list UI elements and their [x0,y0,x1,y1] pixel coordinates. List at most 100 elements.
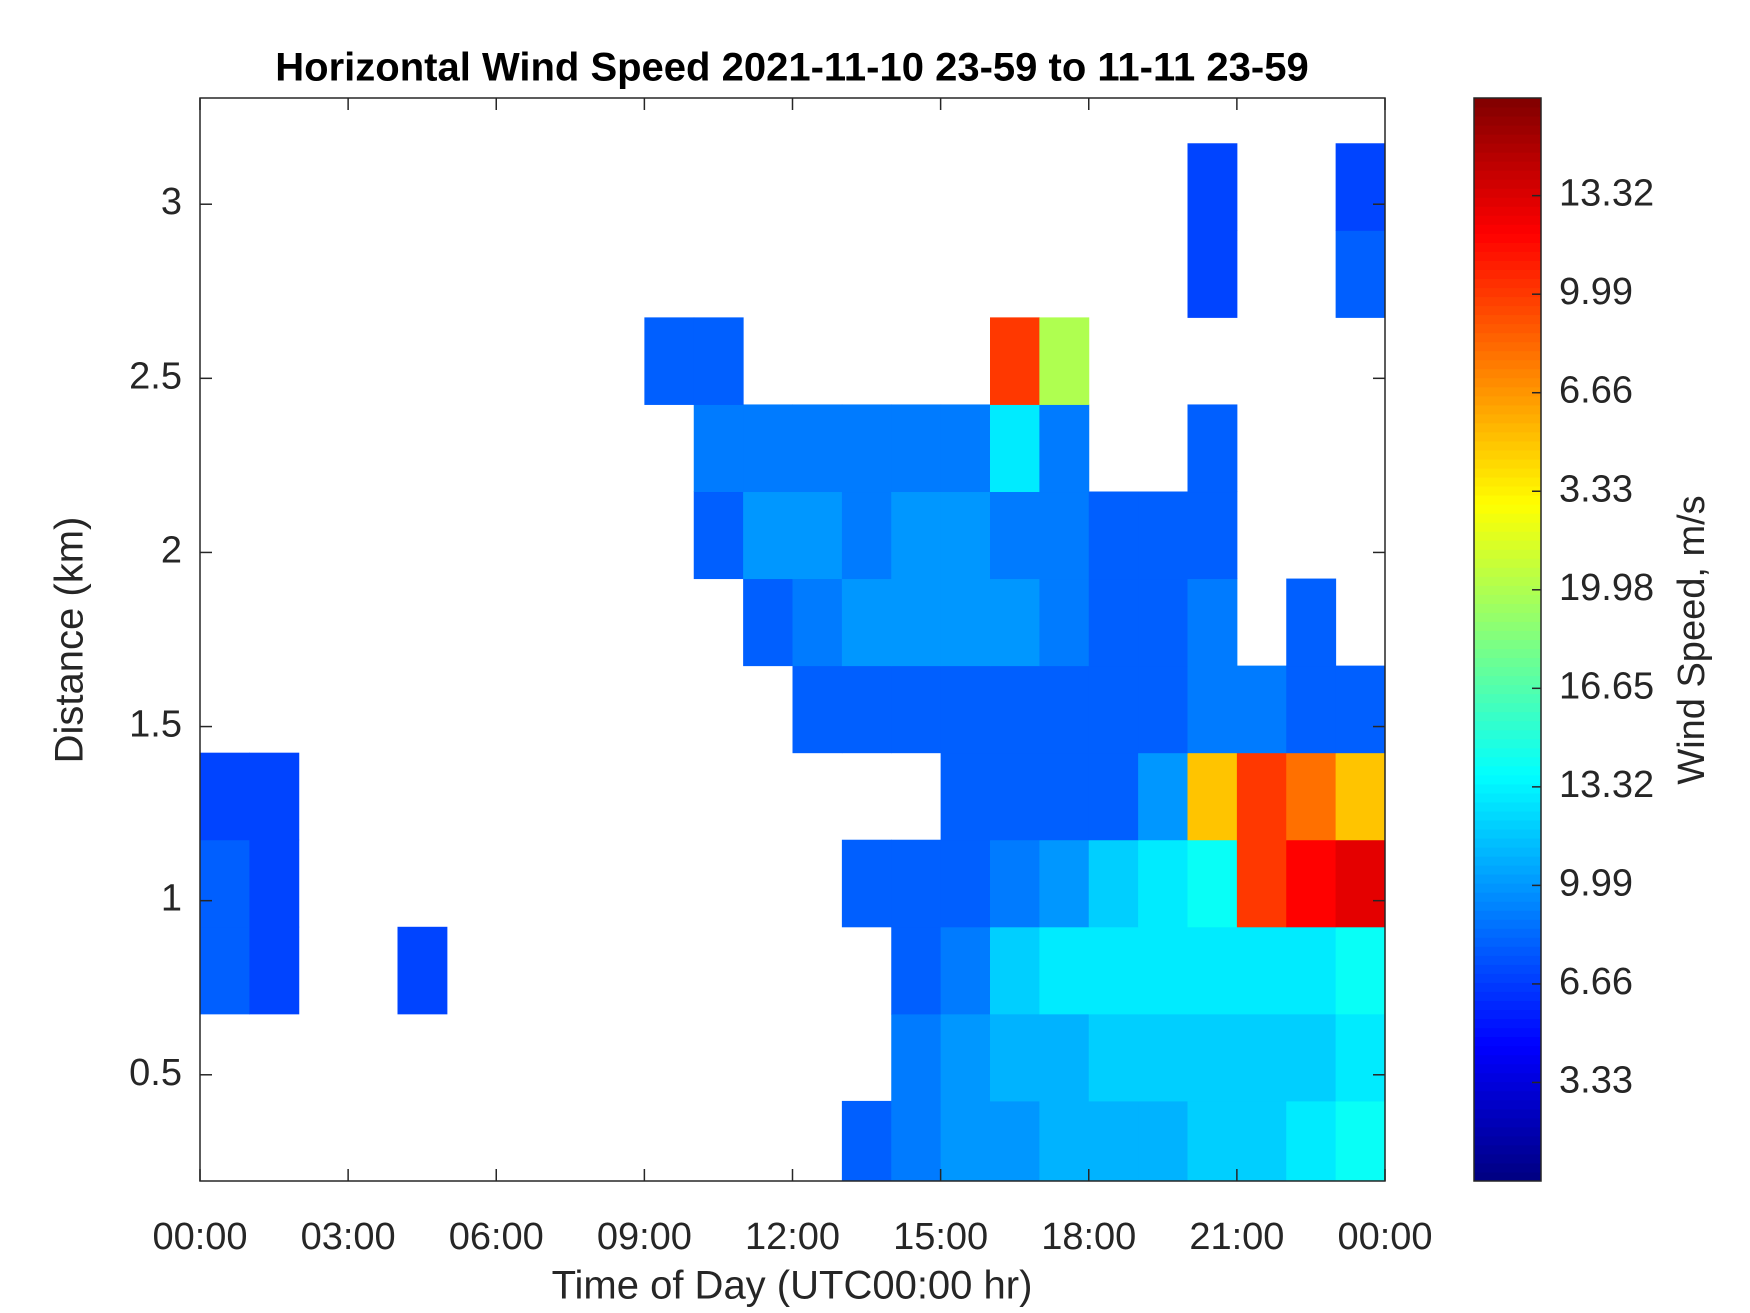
colorbar-segment [1474,98,1541,108]
colorbar-segment [1474,657,1541,668]
y-tick-label: 3 [161,181,182,223]
heat-cell [1088,752,1139,841]
heat-cell [1236,665,1287,754]
heat-cell [990,404,1040,493]
heat-cell [841,404,892,493]
colorbar-segment [1474,639,1541,650]
colorbar-segment [1474,820,1541,830]
heat-cell [1039,926,1090,1015]
heat-cell [1335,665,1386,754]
colorbar-segment [1474,567,1541,577]
heat-cell [1187,143,1238,231]
heat-cell [1039,578,1090,667]
heat-cell [891,491,942,580]
colorbar-segment [1474,792,1541,803]
colorbar-label: Wind Speed, m/s [1671,495,1713,784]
heat-cell [1187,578,1238,667]
colorbar-segment [1474,630,1541,640]
colorbar-segment [1474,1072,1541,1083]
colorbar-segment [1474,594,1541,604]
colorbar-segment [1474,161,1541,171]
heat-cell [841,665,892,754]
colorbar-segment [1474,621,1541,631]
colorbar-segment [1474,711,1541,722]
colorbar-segment [1474,648,1541,659]
colorbar-segment [1474,431,1541,442]
colorbar-segment [1474,955,1541,965]
colorbar-segment [1474,152,1541,162]
colorbar-segment [1474,1117,1541,1128]
heat-cell [1039,317,1090,405]
colorbar-tick-label: 3.33 [1559,468,1633,510]
heat-cell [200,839,250,928]
colorbar-segment [1474,404,1541,415]
colorbar-segment [1474,693,1541,704]
colorbar-segment [1474,440,1541,451]
x-tick-label: 06:00 [449,1216,544,1258]
y-tick-label: 1 [161,878,182,920]
heat-cell [891,926,942,1015]
colorbar-segment [1474,332,1541,343]
colorbar-segment [1474,1099,1541,1110]
heat-cell [1187,665,1238,754]
x-tick-label: 00:00 [152,1216,247,1258]
heat-cell [693,404,744,493]
colorbar-segment [1474,801,1541,812]
colorbar-segment [1474,386,1541,397]
heat-cell [1286,578,1337,667]
heat-cell [990,839,1040,928]
heat-cell [1138,752,1188,841]
colorbar-segment [1474,242,1541,252]
colorbar-segment [1474,1018,1541,1029]
colorbar-segment [1474,233,1541,243]
colorbar-segment [1474,684,1541,695]
colorbar-tick-label: 6.66 [1559,370,1633,412]
heat-cell [940,578,991,667]
colorbar-segment [1474,513,1541,523]
heat-cell [1236,839,1287,928]
colorbar-segment [1474,422,1541,433]
heat-cell [940,752,991,841]
colorbar-segment [1474,1171,1541,1182]
y-tick-label: 0.5 [129,1052,182,1094]
colorbar-segment [1474,359,1541,370]
y-tick-label: 2 [161,529,182,571]
colorbar-tick-label: 13.32 [1559,764,1654,806]
colorbar-segment [1474,1036,1541,1047]
colorbar-tick-label: 16.65 [1559,665,1654,707]
colorbar-segment [1474,134,1541,144]
heat-cell [990,1100,1040,1182]
colorbar-segment [1474,919,1541,929]
colorbar-segment [1474,964,1541,974]
heat-cell [249,839,300,928]
colorbar-segment [1474,865,1541,875]
heat-cell [249,752,300,841]
heat-cell [891,404,942,493]
heat-cell [693,317,744,405]
colorbar-segment [1474,982,1541,992]
colorbar-segment [1474,765,1541,776]
colorbar-segment [1474,1162,1541,1173]
colorbar-segment [1474,747,1541,758]
heat-cell [940,491,991,580]
colorbar-segment [1474,783,1541,794]
heat-cell [1088,1100,1139,1182]
heat-cell [940,1013,991,1102]
colorbar-segment [1474,666,1541,677]
colorbar-segment [1474,1063,1541,1074]
colorbar-segment [1474,125,1541,135]
colorbar-segment [1474,991,1541,1001]
colorbar-segment [1474,341,1541,352]
heat-cell [891,1013,942,1102]
colorbar-segment [1474,612,1541,622]
heat-cell [743,404,793,493]
colorbar-segment [1474,838,1541,848]
heat-cell [1335,143,1386,231]
colorbar-segment [1474,143,1541,153]
colorbar-segment [1474,197,1541,207]
heat-cell [990,317,1040,405]
y-tick-label: 1.5 [129,704,182,746]
colorbar-segment [1474,1027,1541,1038]
colorbar-segment [1474,495,1541,505]
